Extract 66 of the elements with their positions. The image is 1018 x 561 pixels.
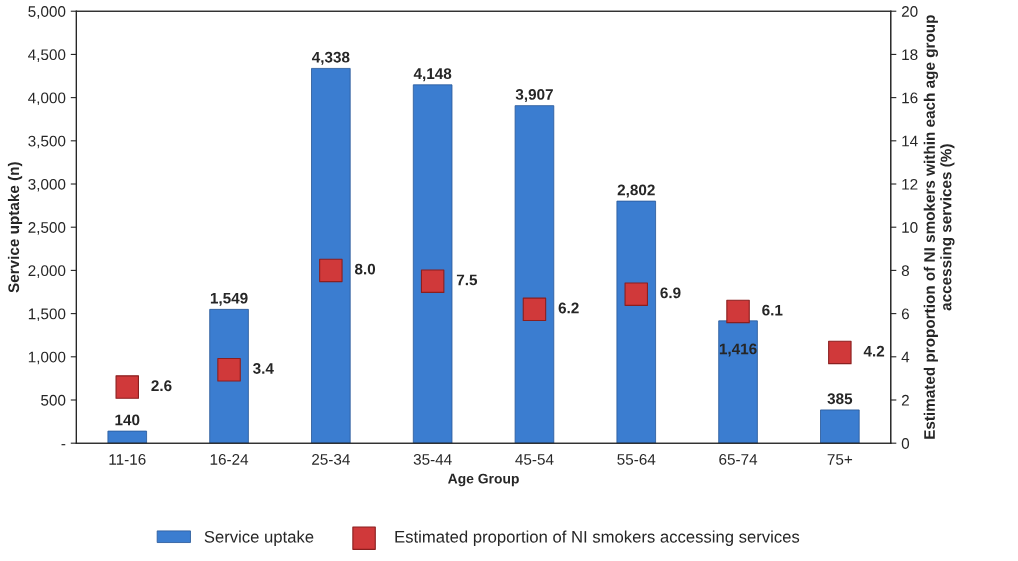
legend-label: Estimated proportion of NI smokers accessing services <box>395 530 800 546</box>
point <box>319 258 343 283</box>
data-label: 1,549 <box>210 292 248 306</box>
y-tick-label: 4,500 <box>28 49 66 62</box>
data-label: 1,416 <box>719 343 757 357</box>
x-tick-label: 25-34 <box>312 454 350 465</box>
data-label: 4.2 <box>863 345 885 357</box>
x-axis-title: Age Group <box>448 473 519 487</box>
x-tick-label: 16-24 <box>210 454 249 465</box>
y2-tick-label: 14 <box>902 135 918 147</box>
point <box>217 358 241 382</box>
data-label: 140 <box>115 414 140 426</box>
x-tick-label: 45-54 <box>515 454 554 465</box>
y2-axis-title: Estimated proportion of NI smokers within each age group accessing services (%) <box>923 15 955 439</box>
data-label: 4,148 <box>413 68 452 82</box>
y2-tick-label: 0 <box>901 438 910 449</box>
data-label: 3,907 <box>515 89 553 103</box>
data-label: 8.0 <box>354 263 376 275</box>
legend-label: Service uptake <box>204 530 314 546</box>
point <box>522 297 547 322</box>
data-label: 3.4 <box>253 363 274 374</box>
y2-tick-label: 16 <box>902 92 918 104</box>
y2-tick-label: 20 <box>901 6 918 17</box>
point <box>115 375 140 399</box>
y-tick-label: 2,000 <box>28 265 66 278</box>
point <box>624 282 649 306</box>
y2-tick-label: 8 <box>901 265 909 277</box>
y2-tick-label: 12 <box>902 178 918 190</box>
y-axis-title: Service uptake (n) <box>7 162 23 293</box>
point <box>420 269 445 293</box>
y-tick-label: - <box>61 444 66 446</box>
y-tick-label: 1,500 <box>28 308 66 322</box>
bar <box>718 320 758 444</box>
data-label: 6.1 <box>762 304 783 316</box>
bar <box>820 409 860 444</box>
point <box>828 340 852 365</box>
data-label: 6.2 <box>558 302 579 314</box>
y2-tick-label: 18 <box>902 49 918 61</box>
x-tick-label: 75+ <box>827 454 853 465</box>
x-tick-label: 65-74 <box>719 454 758 465</box>
y-tick-label: 500 <box>41 394 66 406</box>
bar <box>311 67 351 444</box>
y-tick-label: 2,500 <box>28 222 66 235</box>
data-label: 7.5 <box>456 274 478 286</box>
bar <box>616 200 657 444</box>
y-tick-label: 4,000 <box>28 92 66 106</box>
bar <box>514 105 555 444</box>
data-label: 4,338 <box>311 51 350 65</box>
x-tick-label: 55-64 <box>617 454 656 465</box>
y2-tick-label: 4 <box>901 351 910 363</box>
bar <box>412 84 453 444</box>
y2-tick-label: 2 <box>901 394 909 406</box>
data-label: 2.6 <box>151 380 172 392</box>
y2-tick-label: 6 <box>901 308 909 320</box>
bar <box>107 430 148 444</box>
y-tick-label: 3,000 <box>28 178 66 192</box>
y-tick-label: 3,500 <box>28 135 66 149</box>
data-label: 2,802 <box>617 184 655 198</box>
point <box>726 299 750 324</box>
x-tick-label: 11-16 <box>109 454 146 465</box>
x-tick-label: 35-44 <box>413 454 452 465</box>
data-label: 6.9 <box>660 287 681 299</box>
y-tick-label: 5,000 <box>28 6 66 19</box>
y2-tick-label: 10 <box>902 222 918 233</box>
data-label: 385 <box>827 393 853 405</box>
y-tick-label: 1,000 <box>28 351 66 365</box>
